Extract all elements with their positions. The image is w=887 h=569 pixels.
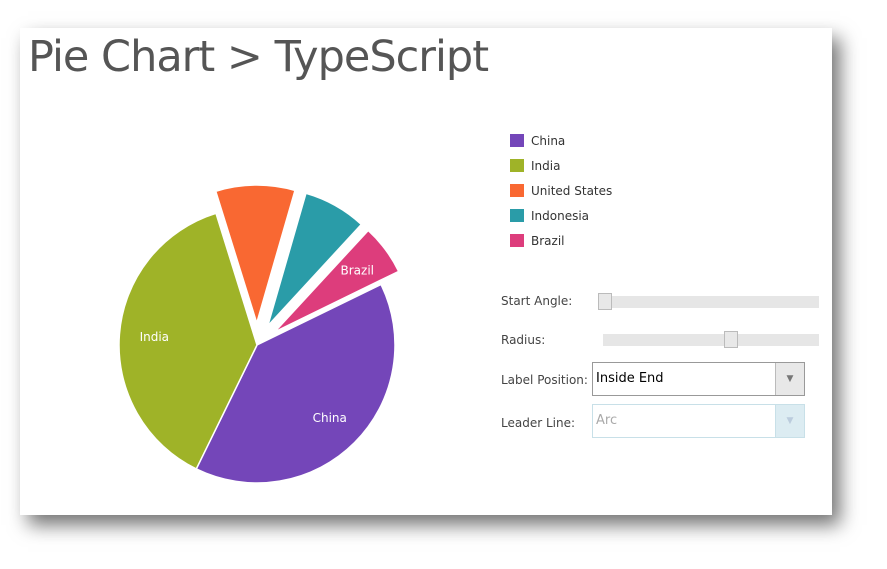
legend-label: Indonesia [531, 208, 590, 223]
data-label: India [140, 330, 169, 344]
start-angle-label: Start Angle: [501, 294, 573, 308]
data-label: Brazil [341, 263, 375, 277]
legend-swatch [510, 184, 524, 197]
legend-item[interactable]: India [510, 153, 612, 178]
legend: China India United States Indonesia Braz… [510, 128, 612, 253]
data-label: China [313, 411, 347, 425]
legend-swatch [510, 134, 524, 147]
legend-item[interactable]: Indonesia [510, 203, 612, 228]
pie-chart: China India Brazil [118, 184, 400, 484]
start-angle-slider[interactable] [598, 293, 819, 310]
chart-card: Pie Chart > TypeScript China India Brazil … [20, 28, 832, 515]
legend-label: Brazil [531, 233, 565, 248]
pie-slice-china[interactable] [195, 283, 396, 484]
legend-item[interactable]: United States [510, 178, 612, 203]
legend-swatch [510, 159, 524, 172]
radius-label: Radius: [501, 333, 546, 347]
legend-item[interactable]: Brazil [510, 228, 612, 253]
legend-swatch [510, 209, 524, 222]
pie-slice-indonesia[interactable] [267, 192, 363, 327]
radius-slider[interactable] [603, 331, 819, 348]
slider-thumb[interactable] [598, 293, 612, 310]
pie-slice-brazil[interactable] [274, 229, 400, 333]
slider-thumb[interactable] [724, 331, 739, 348]
chevron-down-icon[interactable]: ▼ [775, 405, 804, 437]
chevron-down-icon[interactable]: ▼ [775, 363, 804, 395]
legend-swatch [510, 234, 524, 247]
legend-item[interactable]: China [510, 128, 612, 153]
label-position-label: Label Position: [501, 373, 588, 387]
legend-label: India [531, 158, 561, 173]
select-value: Arc [596, 413, 618, 428]
page-title: Pie Chart > TypeScript [28, 32, 489, 82]
leader-line-label: Leader Line: [501, 416, 576, 430]
pie-slice-india[interactable] [118, 212, 258, 470]
legend-label: United States [531, 183, 613, 198]
label-position-select[interactable]: Inside End ▼ [592, 362, 805, 396]
leader-line-select[interactable]: Arc ▼ [592, 404, 805, 438]
pie-slice-united-states[interactable] [214, 184, 296, 326]
select-value: Inside End [596, 371, 664, 386]
legend-label: China [531, 133, 566, 148]
